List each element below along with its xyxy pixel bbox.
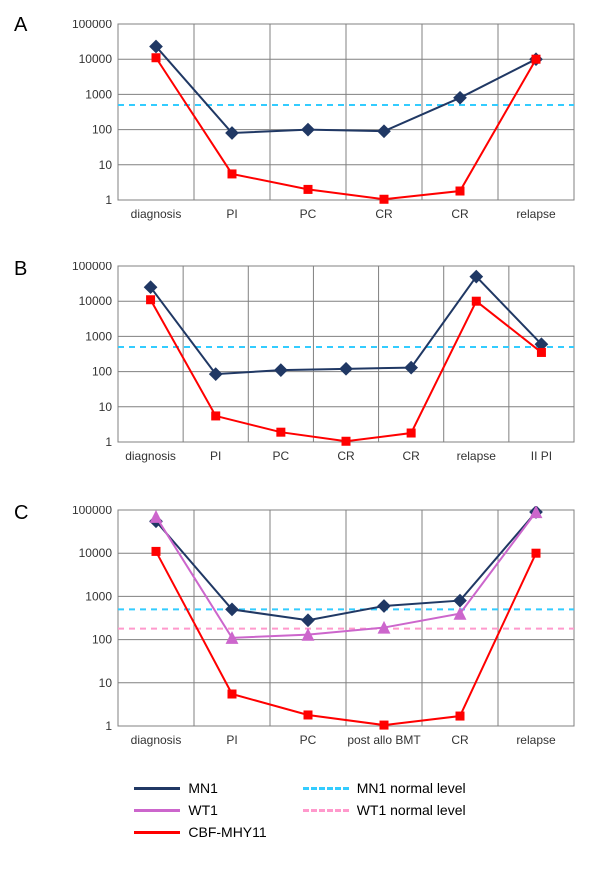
panel-label-b: B: [14, 258, 27, 281]
legend-label-wt1_normal: WT1 normal level: [357, 802, 466, 818]
svg-text:PI: PI: [226, 207, 237, 221]
legend-label-CBF: CBF-MHY11: [188, 824, 266, 840]
svg-text:PC: PC: [300, 207, 317, 221]
svg-text:100: 100: [92, 123, 112, 137]
svg-text:10000: 10000: [79, 294, 113, 308]
legend-label-mn1_normal: MN1 normal level: [357, 780, 466, 796]
svg-text:1000: 1000: [85, 329, 112, 343]
svg-text:10000: 10000: [79, 52, 113, 66]
svg-text:relapse: relapse: [516, 733, 556, 747]
svg-text:II PI: II PI: [531, 449, 552, 463]
panel-label-c: C: [14, 502, 28, 525]
legend-swatch-WT1: [134, 809, 180, 812]
svg-text:100000: 100000: [72, 506, 112, 517]
legend-item-mn1_normal: MN1 normal level: [303, 780, 466, 796]
svg-text:1000: 1000: [85, 87, 112, 101]
chart-b: 1 10 100 1000 10000 100000 diagnosis PI PC CR CR re…: [60, 262, 580, 472]
svg-text:1: 1: [105, 193, 112, 207]
svg-text:diagnosis: diagnosis: [131, 207, 182, 221]
svg-text:10: 10: [99, 158, 113, 172]
svg-text:post allo BMT: post allo BMT: [347, 733, 421, 747]
legend-swatch-MN1: [134, 787, 180, 790]
svg-text:relapse: relapse: [457, 449, 497, 463]
svg-text:PC: PC: [300, 733, 317, 747]
legend-col-right: MN1 normal level WT1 normal level: [303, 780, 466, 840]
legend: MN1 WT1 CBF-MHY11 MN1 normal level WT1 norm…: [0, 780, 600, 840]
panel-label-a: A: [14, 14, 27, 37]
chart-c: 1 10 100 1000 10000 100000 diagnosis PI PC post a…: [60, 506, 580, 756]
legend-label-MN1: MN1: [188, 780, 218, 796]
svg-text:CR: CR: [402, 449, 420, 463]
svg-text:CR: CR: [451, 207, 469, 221]
svg-text:100000: 100000: [72, 262, 112, 273]
svg-text:CR: CR: [375, 207, 393, 221]
svg-text:10000: 10000: [79, 546, 113, 560]
legend-swatch-wt1_normal: [303, 809, 349, 812]
svg-text:1: 1: [105, 719, 112, 733]
legend-item-wt1_normal: WT1 normal level: [303, 802, 466, 818]
figure: A 1 10 100 1000 10000 100000 diagnosis PI PC CR CR…: [0, 0, 600, 870]
svg-text:10: 10: [99, 676, 113, 690]
svg-text:100: 100: [92, 365, 112, 379]
legend-item-MN1: MN1: [134, 780, 266, 796]
svg-text:100: 100: [92, 633, 112, 647]
svg-text:PI: PI: [210, 449, 221, 463]
chart-a: 1 10 100 1000 10000 100000 diagnosis PI PC CR CR re…: [60, 20, 580, 230]
svg-text:1000: 1000: [85, 589, 112, 603]
svg-text:10: 10: [99, 400, 113, 414]
legend-label-WT1: WT1: [188, 802, 218, 818]
svg-text:CR: CR: [337, 449, 355, 463]
svg-text:PC: PC: [273, 449, 290, 463]
legend-item-CBF: CBF-MHY11: [134, 824, 266, 840]
legend-swatch-CBF: [134, 831, 180, 834]
svg-text:diagnosis: diagnosis: [131, 733, 182, 747]
legend-item-WT1: WT1: [134, 802, 266, 818]
svg-text:100000: 100000: [72, 20, 112, 31]
svg-text:relapse: relapse: [516, 207, 556, 221]
svg-text:CR: CR: [451, 733, 469, 747]
svg-text:PI: PI: [226, 733, 237, 747]
svg-text:1: 1: [105, 435, 112, 449]
legend-col-left: MN1 WT1 CBF-MHY11: [134, 780, 266, 840]
svg-text:diagnosis: diagnosis: [125, 449, 176, 463]
legend-swatch-mn1_normal: [303, 787, 349, 790]
